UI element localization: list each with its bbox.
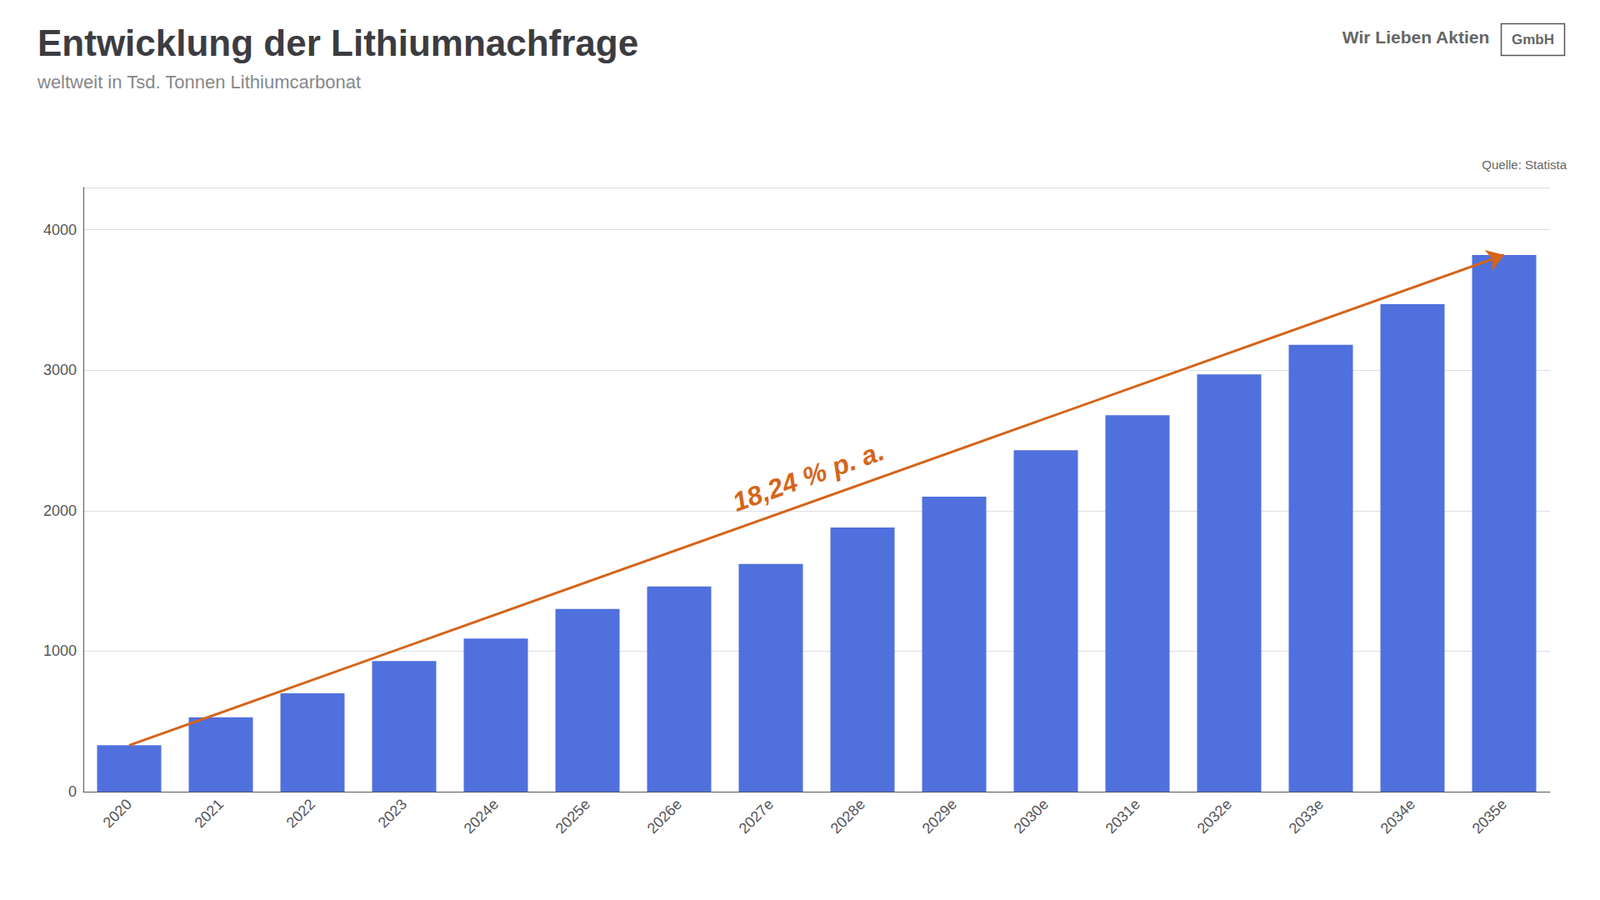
- svg-text:2000: 2000: [43, 502, 77, 520]
- svg-text:2021: 2021: [191, 795, 227, 831]
- svg-text:2034e: 2034e: [1377, 795, 1420, 838]
- svg-text:Wir Lieben Aktien: Wir Lieben Aktien: [1342, 27, 1490, 47]
- svg-text:2027e: 2027e: [735, 795, 778, 838]
- svg-text:2024e: 2024e: [460, 795, 503, 838]
- svg-text:18,24 % p. a.: 18,24 % p. a.: [728, 435, 888, 518]
- svg-text:2026e: 2026e: [644, 795, 686, 838]
- svg-text:2023: 2023: [375, 795, 410, 831]
- svg-text:2031e: 2031e: [1102, 795, 1145, 838]
- svg-text:3000: 3000: [43, 361, 77, 379]
- svg-text:2022: 2022: [283, 795, 319, 831]
- svg-text:2020: 2020: [100, 795, 135, 831]
- svg-text:Quelle: Statista: Quelle: Statista: [1481, 157, 1567, 172]
- svg-text:Entwicklung der Lithiumnachfra: Entwicklung der Lithiumnachfrage: [37, 22, 639, 64]
- svg-text:2033e: 2033e: [1285, 795, 1328, 838]
- svg-text:2028e: 2028e: [827, 795, 870, 838]
- svg-text:2032e: 2032e: [1194, 795, 1236, 838]
- svg-text:GmbH: GmbH: [1511, 31, 1555, 48]
- svg-text:1000: 1000: [43, 642, 77, 660]
- svg-text:2025e: 2025e: [552, 795, 595, 838]
- svg-text:2030e: 2030e: [1010, 795, 1053, 838]
- svg-text:4000: 4000: [43, 221, 77, 239]
- svg-text:2029e: 2029e: [919, 795, 961, 838]
- svg-text:2035e: 2035e: [1469, 795, 1511, 838]
- svg-text:0: 0: [68, 783, 77, 800]
- svg-text:weltweit in Tsd. Tonnen Lithiu: weltweit in Tsd. Tonnen Lithiumcarbonat: [36, 71, 361, 93]
